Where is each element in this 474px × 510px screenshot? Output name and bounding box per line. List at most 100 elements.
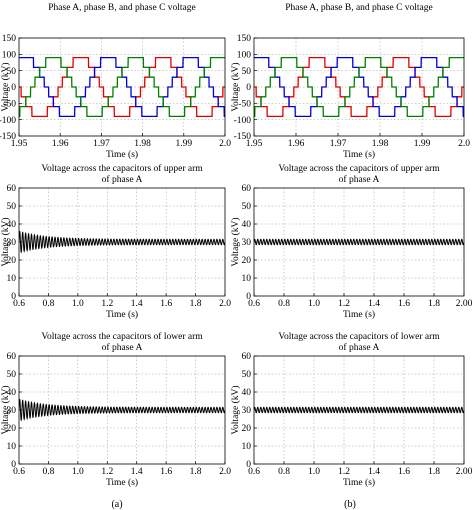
chart-title-line-2: of phase A <box>102 342 143 353</box>
x-tick-label: 0.8 <box>278 467 290 477</box>
plot-frame <box>18 187 226 297</box>
y-tick-label: 60 <box>7 352 17 362</box>
y-tick-label: 20 <box>242 256 252 266</box>
y-tick-label: 10 <box>7 442 17 452</box>
x-tick-label: 1.4 <box>368 299 380 309</box>
plot-frame <box>253 187 465 297</box>
y-tick-label: -100 <box>234 116 252 126</box>
x-tick-label: 1.4 <box>131 299 143 309</box>
series-line-1 <box>254 406 464 414</box>
chart-panel-5: 0.6 0.8 1.0 1.2 1.4 1.6 1.8 2.0 60 50 40 30 20 10 0 Vol… <box>0 331 231 488</box>
series-line-1 <box>254 238 464 246</box>
chart-panel-1: 1.95 1.96 1.97 1.98 1.99 2.0 150 100 50 0 -50 -100 -… <box>0 3 231 160</box>
y-tick-label: 0 <box>246 292 251 302</box>
x-axis-label: Time (s) <box>106 309 138 320</box>
x-axis-label: Time (s) <box>343 477 375 488</box>
x-tick-label: 1.97 <box>93 139 110 149</box>
y-axis-label: Voltage (kV) <box>0 62 11 111</box>
y-tick-label: 0 <box>11 83 16 93</box>
x-tick-label: 1.6 <box>398 467 410 477</box>
y-tick-label: 60 <box>242 352 252 362</box>
x-axis-label: Time (s) <box>343 309 375 320</box>
y-tick-label: -100 <box>0 116 16 126</box>
y-tick-label: 20 <box>242 424 252 434</box>
chart-title-line-1: Voltage across the capacitors of lower a… <box>41 331 203 342</box>
y-tick-label: 40 <box>7 220 17 230</box>
x-tick-label: 1.95 <box>246 139 263 149</box>
y-tick-label: 50 <box>7 67 17 77</box>
x-tick-label: 2.0 <box>219 299 231 309</box>
y-tick-label: 60 <box>7 184 17 194</box>
y-tick-label: 50 <box>242 67 252 77</box>
x-tick-label: 1.96 <box>52 139 69 149</box>
y-tick-label: 150 <box>2 34 17 44</box>
y-tick-label: 10 <box>7 274 17 284</box>
y-tick-label: 150 <box>237 34 252 44</box>
y-tick-label: 40 <box>242 388 252 398</box>
x-tick-label: 1.8 <box>428 299 440 309</box>
y-tick-label: 20 <box>7 256 17 266</box>
x-tick-label: 1.0 <box>72 467 84 477</box>
chart-title-line-2: of phase A <box>339 342 380 353</box>
series-line-1 <box>19 230 225 254</box>
y-tick-label: 30 <box>7 406 17 416</box>
x-tick-label: 0.8 <box>42 299 54 309</box>
x-tick-label: 2.00 <box>456 467 473 477</box>
x-axis-label: Time (s) <box>106 477 138 488</box>
y-tick-label: -150 <box>234 132 252 142</box>
x-tick-label: 2.0 <box>219 139 231 149</box>
series-line-3 <box>19 56 225 118</box>
y-tick-label: 10 <box>242 274 252 284</box>
y-tick-label: 50 <box>242 202 252 212</box>
y-tick-label: 50 <box>7 370 17 380</box>
x-tick-label: 1.6 <box>160 467 172 477</box>
x-axis-label: Time (s) <box>106 149 138 160</box>
x-tick-label: 1.2 <box>338 467 350 477</box>
x-tick-label: 1.99 <box>414 139 431 149</box>
chart-panel-6: 0.6 0.8 1.0 1.2 1.4 1.6 1.8 2.00 60 50 40 30 20 10 0 Vo… <box>230 331 473 488</box>
chart-title-line-2: of phase A <box>102 174 143 185</box>
y-tick-label: 30 <box>242 238 252 248</box>
x-tick-label: 1.4 <box>131 467 143 477</box>
chart-title-line-1: Voltage across the capacitors of lower a… <box>278 331 440 342</box>
y-axis-label: Voltage (kV) <box>230 385 241 434</box>
x-tick-label: 1.0 <box>72 299 84 309</box>
x-tick-label: 1.0 <box>308 299 320 309</box>
x-tick-label: 0.6 <box>248 467 260 477</box>
x-tick-label: 0.6 <box>13 467 25 477</box>
chart-title-line-1: Voltage across the capacitors of upper a… <box>278 163 440 174</box>
y-tick-label: 20 <box>7 424 17 434</box>
x-tick-label: 1.96 <box>288 139 305 149</box>
y-tick-label: 0 <box>246 83 251 93</box>
x-tick-label: 0.8 <box>42 467 54 477</box>
series-line-1 <box>19 398 225 422</box>
x-tick-label: 1.8 <box>190 467 202 477</box>
x-tick-label: 1.6 <box>160 299 172 309</box>
x-tick-label: 1.8 <box>190 299 202 309</box>
x-tick-label: 1.99 <box>175 139 192 149</box>
x-tick-label: 1.2 <box>338 299 350 309</box>
x-tick-label: 1.98 <box>372 139 389 149</box>
x-tick-label: 2.00 <box>456 299 473 309</box>
y-axis-label: Voltage (kV) <box>0 217 11 266</box>
x-tick-label: 2.0 <box>219 467 231 477</box>
chart-title-line-1: Voltage across the capacitors of upper a… <box>41 163 203 174</box>
x-tick-label: 1.95 <box>11 139 28 149</box>
y-tick-label: 0 <box>11 292 16 302</box>
plot-frame <box>18 37 226 137</box>
x-tick-label: 1.4 <box>368 467 380 477</box>
y-tick-label: 50 <box>7 202 17 212</box>
y-tick-label: -50 <box>3 100 16 110</box>
x-tick-label: 0.6 <box>13 299 25 309</box>
x-tick-label: 1.2 <box>101 299 113 309</box>
x-axis-label: Time (s) <box>343 149 375 160</box>
y-tick-label: 10 <box>242 442 252 452</box>
y-tick-label: 50 <box>242 370 252 380</box>
chart-panels: 1.95 1.96 1.97 1.98 1.99 2.0150100500-50-100-… <box>0 3 473 488</box>
caption-b: (b) <box>344 499 356 510</box>
y-axis-label: Voltage (kV) <box>230 62 241 111</box>
y-tick-label: 40 <box>242 220 252 230</box>
y-tick-label: 60 <box>242 184 252 194</box>
chart-title-line-2: of phase A <box>339 174 380 185</box>
